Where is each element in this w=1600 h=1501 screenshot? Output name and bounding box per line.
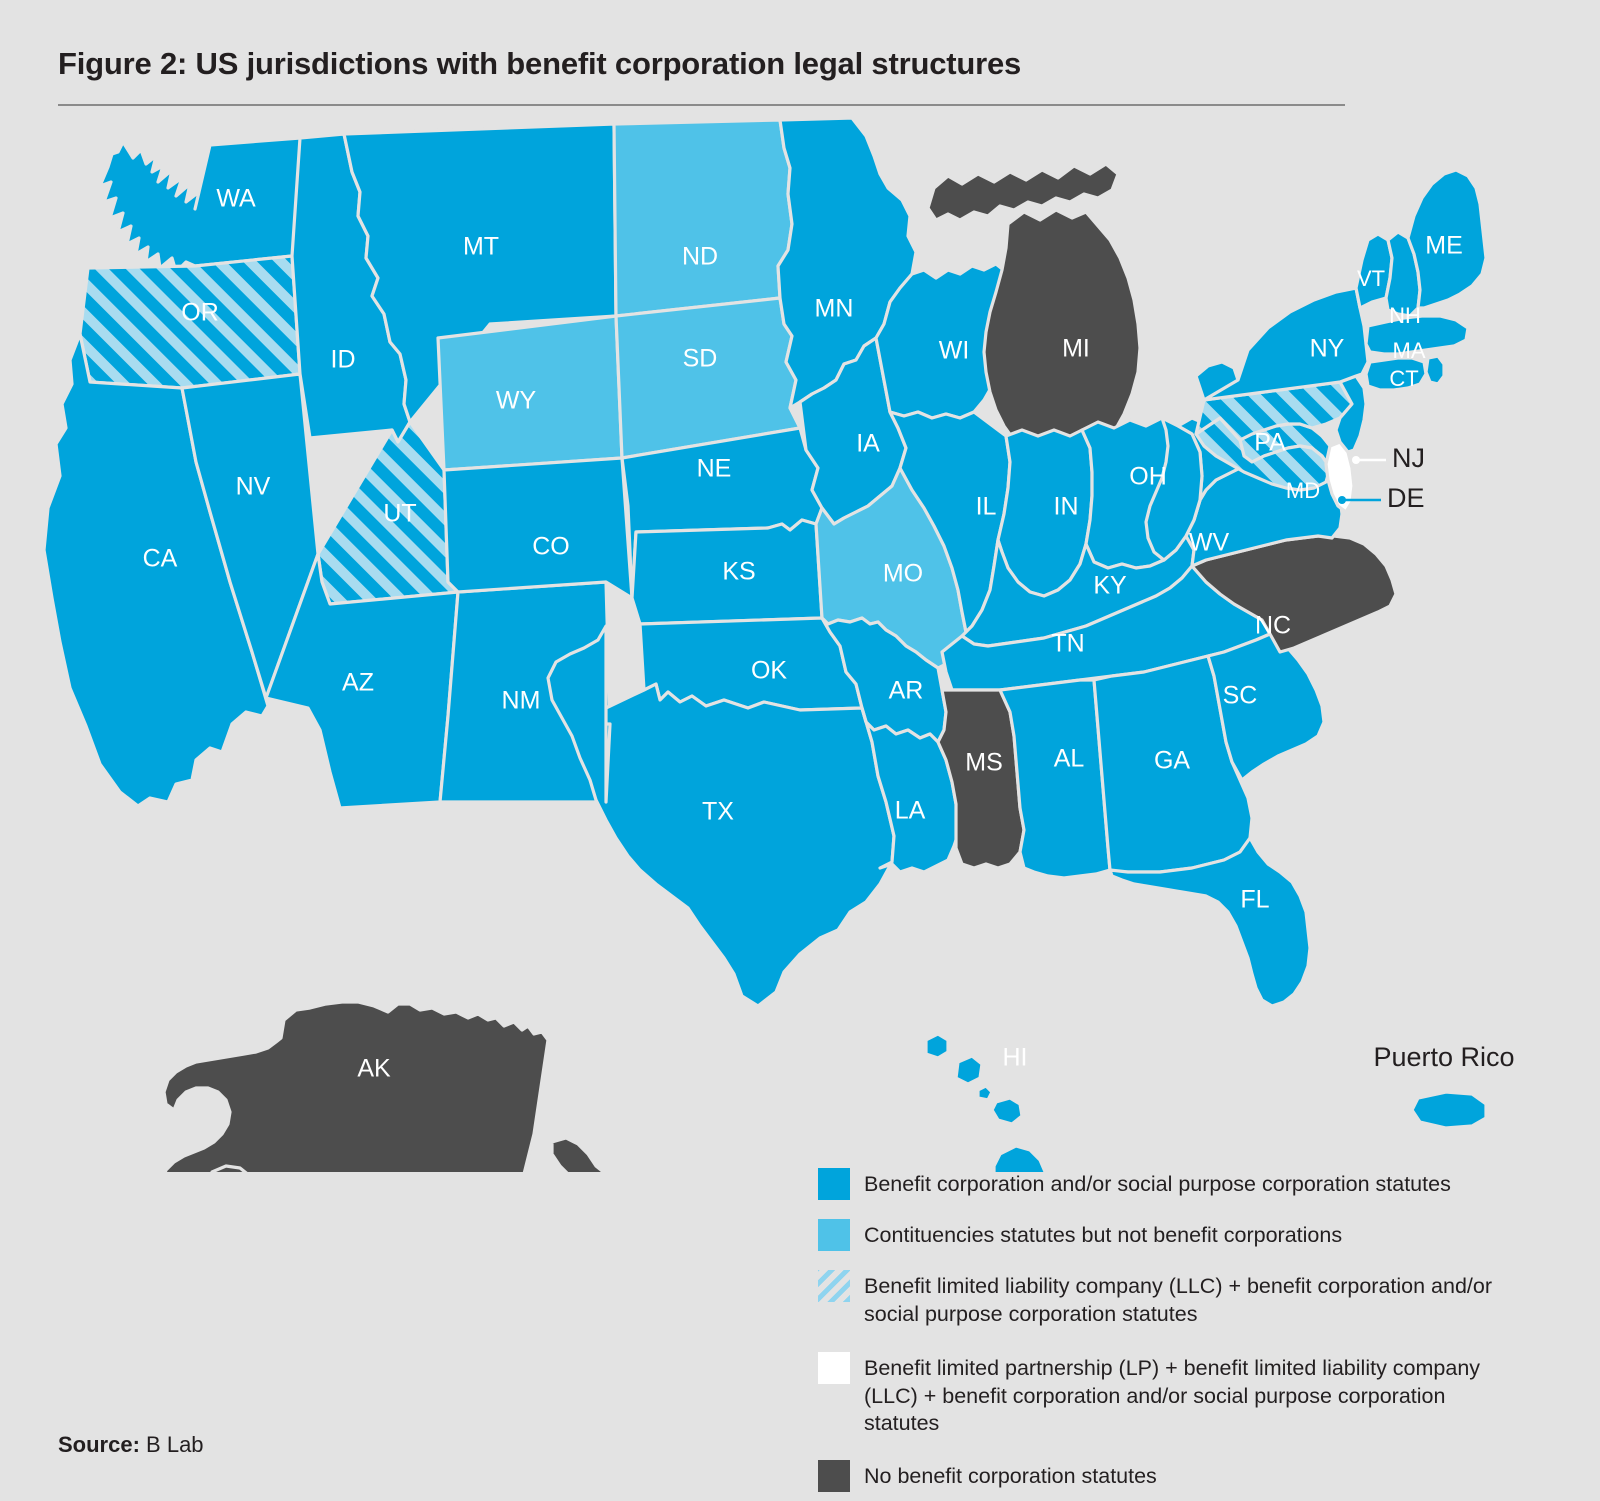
- state-label-NV: NV: [236, 473, 271, 501]
- state-ME[interactable]: [1406, 168, 1488, 310]
- legend-item-lp: Benefit limited partnership (LP) + benef…: [818, 1352, 1558, 1438]
- legend-item-constituencies: Contituencies statutes but not benefit c…: [818, 1219, 1558, 1251]
- state-label-AK: AK: [357, 1055, 391, 1083]
- state-label-IL: IL: [976, 493, 997, 521]
- state-label-MT: MT: [463, 233, 499, 261]
- state-label-KS: KS: [722, 558, 755, 586]
- state-label-ME: ME: [1425, 232, 1463, 260]
- state-label-WI: WI: [939, 337, 970, 365]
- legend-label-constituencies: Contituencies statutes but not benefit c…: [864, 1223, 1343, 1247]
- state-label-WY: WY: [496, 387, 537, 415]
- legend-swatch-none-gray: [818, 1459, 850, 1492]
- legend-label-lp: Benefit limited partnership (LP) + benef…: [864, 1356, 1481, 1436]
- state-TX[interactable]: [546, 624, 896, 1008]
- state-AK-southeast[interactable]: [550, 1136, 708, 1172]
- legend-item-llc: Benefit limited liability company (LLC) …: [818, 1270, 1558, 1328]
- state-label-CO: CO: [532, 533, 570, 561]
- leader-lines: [1338, 456, 1386, 504]
- state-NV[interactable]: [180, 372, 320, 700]
- state-label-WV: WV: [1189, 529, 1230, 557]
- state-CT[interactable]: [1364, 356, 1428, 392]
- state-label-MS: MS: [965, 749, 1003, 777]
- state-label-AZ: AZ: [342, 669, 374, 697]
- state-label-TN: TN: [1051, 630, 1084, 658]
- external-label-puerto-rico: Puerto Rico: [1373, 1042, 1514, 1072]
- state-label-LA: LA: [895, 797, 926, 825]
- state-MA[interactable]: [1364, 314, 1470, 356]
- state-label-SC: SC: [1223, 682, 1258, 710]
- state-FL[interactable]: [1108, 836, 1312, 1008]
- state-label-VT: VT: [1357, 266, 1385, 291]
- state-label-CT: CT: [1389, 366, 1418, 391]
- legend-swatch-constituencies: [818, 1219, 850, 1251]
- state-SC[interactable]: [1206, 632, 1326, 782]
- state-WA[interactable]: [98, 136, 308, 274]
- state-label-IA: IA: [856, 430, 880, 458]
- state-label-PA: PA: [1254, 429, 1286, 457]
- state-RI[interactable]: [1424, 354, 1446, 386]
- state-label-MA: MA: [1393, 338, 1426, 363]
- state-label-ID: ID: [331, 346, 356, 374]
- state-LA[interactable]: [860, 706, 962, 874]
- state-label-NY: NY: [1310, 335, 1345, 363]
- state-label-ND: ND: [682, 243, 718, 271]
- state-label-MO: MO: [883, 560, 923, 588]
- state-NJ[interactable]: [1334, 374, 1368, 454]
- state-label-KY: KY: [1093, 572, 1127, 600]
- state-label-FL: FL: [1240, 886, 1269, 914]
- state-label-AR: AR: [889, 677, 924, 705]
- region-puerto-rico[interactable]: [1410, 1090, 1488, 1130]
- state-NY[interactable]: [1194, 286, 1370, 402]
- state-label-NE: NE: [697, 455, 732, 483]
- legend-label-benefit-corp: Benefit corporation and/or social purpos…: [864, 1172, 1451, 1196]
- state-label-TX: TX: [702, 798, 734, 826]
- legend-swatch-lp-white: [818, 1352, 850, 1385]
- state-label-MI: MI: [1062, 335, 1090, 363]
- state-AK[interactable]: [150, 1000, 550, 1172]
- state-label-SD: SD: [683, 345, 718, 373]
- state-label-NC: NC: [1255, 612, 1291, 640]
- state-label-group: WA OR CA NV ID MT WY UT AZ NM CO ND SD NE KS OK TX MN IA MO…: [143, 185, 1463, 1083]
- external-label-de: DE: [1387, 483, 1425, 513]
- state-label-IN: IN: [1054, 493, 1079, 521]
- state-label-WA: WA: [216, 185, 256, 213]
- map-legend: Benefit corporation and/or social purpos…: [818, 1168, 1558, 1492]
- state-label-OH: OH: [1129, 463, 1167, 491]
- state-HI[interactable]: [924, 1032, 1048, 1172]
- state-label-NM: NM: [502, 687, 541, 715]
- source-label: Source:: [58, 1432, 140, 1457]
- state-WV-body[interactable]: [1144, 416, 1204, 562]
- source-note: Source: B Lab: [58, 1432, 204, 1458]
- state-CO[interactable]: [442, 456, 634, 600]
- state-label-CA: CA: [143, 545, 178, 573]
- state-label-UT: UT: [383, 500, 416, 528]
- external-label-nj: NJ: [1392, 443, 1425, 473]
- external-label-group: NJ DE Puerto Rico: [1373, 443, 1514, 1072]
- map-svg: WA OR CA NV ID MT WY UT AZ NM CO ND SD NE KS OK TX MN IA MO…: [42, 116, 1515, 1172]
- state-label-GA: GA: [1154, 747, 1190, 775]
- legend-swatch-benefit-corp: [818, 1168, 850, 1200]
- legend-label-llc: Benefit limited liability company (LLC) …: [864, 1274, 1493, 1326]
- us-choropleth-map: WA OR CA NV ID MT WY UT AZ NM CO ND SD NE KS OK TX MN IA MO…: [0, 112, 1600, 1172]
- source-value: B Lab: [146, 1432, 204, 1457]
- legend-item-none: No benefit corporation statutes: [818, 1459, 1558, 1492]
- state-label-OR: OR: [181, 299, 219, 327]
- state-label-AL: AL: [1054, 745, 1085, 773]
- state-label-HI: HI: [1003, 1044, 1028, 1072]
- legend-label-none: No benefit corporation statutes: [864, 1463, 1157, 1488]
- state-label-NH: NH: [1389, 303, 1421, 328]
- legend-swatch-llc-hatched: [818, 1270, 850, 1302]
- state-label-OK: OK: [751, 657, 787, 685]
- state-label-MN: MN: [815, 295, 854, 323]
- page-title: Figure 2: US jurisdictions with benefit …: [58, 46, 1022, 81]
- legend-item-benefit-corp: Benefit corporation and/or social purpos…: [818, 1168, 1558, 1200]
- state-ND[interactable]: [612, 118, 794, 318]
- state-MT[interactable]: [342, 122, 618, 424]
- title-divider: [58, 104, 1345, 106]
- state-label-MD: MD: [1286, 478, 1320, 503]
